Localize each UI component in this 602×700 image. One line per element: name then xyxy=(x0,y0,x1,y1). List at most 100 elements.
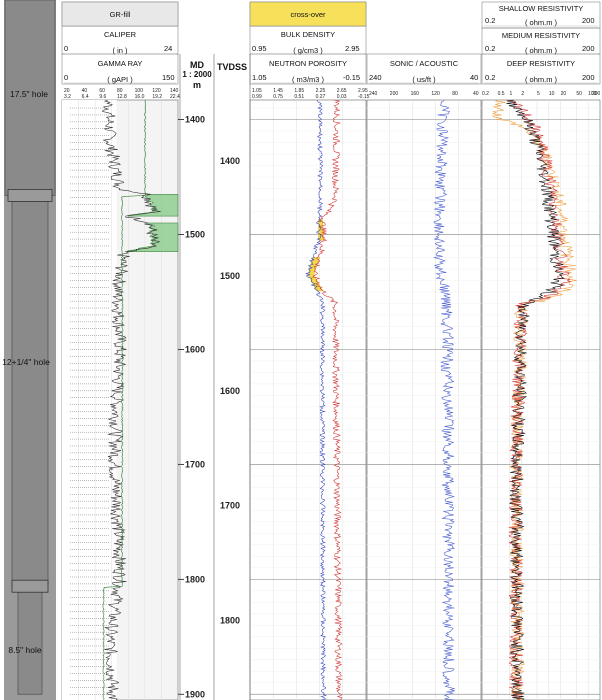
hole-section-1 xyxy=(11,195,49,587)
medium-resistivity-unit: ( ohm.m ) xyxy=(524,46,558,55)
md-tick-label: 1600 xyxy=(185,344,205,354)
md-title: MD xyxy=(190,60,204,70)
neutron-scale-label: 0.75 xyxy=(273,94,283,100)
deep-resistivity-max: 200 xyxy=(582,73,595,82)
shallow-resistivity-unit: ( ohm.m ) xyxy=(524,18,558,27)
gamma-scale-label: 60 xyxy=(99,88,105,94)
resistivity-scale-label: 100 xyxy=(588,91,597,97)
crossover-zone xyxy=(307,257,323,291)
track-resistivity-bg xyxy=(481,99,601,700)
md-tick-label: 1500 xyxy=(185,229,205,239)
resistivity-scale-label: 10 xyxy=(549,91,555,97)
curve-deep-resistivity xyxy=(506,99,565,700)
gamma-ray-max: 150 xyxy=(162,73,175,82)
md-tick-label: 1800 xyxy=(185,574,205,584)
hole-section-2 xyxy=(17,585,43,695)
gamma-scale-label: 140 xyxy=(170,88,179,94)
sonic-scale-label: 200 xyxy=(390,91,399,97)
sonic-title: SONIC / ACOUSTIC xyxy=(389,59,459,68)
gr-fill-label: GR-fill xyxy=(109,10,131,19)
density-scale-label: 2.95 xyxy=(358,88,368,94)
resistivity-scale-label: 1 xyxy=(509,91,512,97)
resistivity-scale-label: 20 xyxy=(561,91,567,97)
sonic-scale-label: 240 xyxy=(369,91,378,97)
neutron-scale-label: 0.51 xyxy=(294,94,304,100)
caliper-max: 24 xyxy=(164,44,173,53)
casing-shoe xyxy=(7,189,53,202)
medium-resistivity-title: MEDIUM RESISTIVITY xyxy=(501,31,581,40)
gamma-ray-min: 0 xyxy=(64,73,69,82)
bulk-density-title: BULK DENSITY xyxy=(280,30,336,39)
hole-section-0 xyxy=(4,0,56,196)
neutron-porosity-max: -0.15 xyxy=(343,73,361,82)
neutron-scale-label: 0.03 xyxy=(337,94,347,100)
crossover-header xyxy=(249,1,367,27)
medium-resistivity-max: 200 xyxy=(582,44,595,53)
resistivity-scale-label: 50 xyxy=(576,91,582,97)
sonic-min: 240 xyxy=(369,73,382,82)
neutron-porosity-min: 1.05 xyxy=(252,73,267,82)
curve-shallow-resistivity xyxy=(491,99,577,700)
bulk-density-min: 0.95 xyxy=(252,44,267,53)
neutron-porosity-unit: ( m3/m3 ) xyxy=(291,75,325,84)
crossover-label: cross-over xyxy=(290,10,326,19)
bulk-density-max: 2.95 xyxy=(345,44,360,53)
caliper-scale-label: 22.4 xyxy=(170,94,180,100)
hole-label-12-25: 12+1/4" hole xyxy=(2,357,50,367)
deep-resistivity-title: DEEP RESISTIVITY xyxy=(506,59,576,68)
md-ratio: 1 : 2000 xyxy=(182,70,212,79)
curve-bulk-density xyxy=(312,99,343,700)
caliper-title: CALIPER xyxy=(103,30,137,39)
density-scale-label: 1.05 xyxy=(252,88,262,94)
hole-label-8-5: 8.5" hole xyxy=(8,645,42,655)
neutron-porosity-title: NEUTRON POROSITY xyxy=(269,59,347,68)
resistivity-scale-label: 200 xyxy=(592,91,601,97)
caliper-scale-label: 6.4 xyxy=(82,94,89,100)
sonic-max: 40 xyxy=(470,73,479,82)
caliper-unit: ( in ) xyxy=(112,46,128,55)
gamma-ray-unit: ( gAPI ) xyxy=(107,75,133,84)
density-scale-label: 1.85 xyxy=(294,88,304,94)
tvdss-title: TVDSS xyxy=(216,62,247,72)
gr-fill-header xyxy=(61,1,179,27)
track-gamma-left-bg xyxy=(62,100,117,700)
caliper-scale-label: 16.0 xyxy=(135,94,145,100)
caliper-scale-label: 9.6 xyxy=(99,94,106,100)
gamma-scale-label: 80 xyxy=(117,88,123,94)
bulk-density-unit: ( g/cm3 ) xyxy=(293,46,323,55)
tvdss-tick-label: 1600 xyxy=(220,386,240,396)
resistivity-scale-label: 0.5 xyxy=(498,91,505,97)
tvdss-tick-label: 1400 xyxy=(220,156,240,166)
neutron-scale-label: 0.99 xyxy=(252,94,262,100)
caliper-scale-label: 12.8 xyxy=(117,94,127,100)
caliper-scale-label: 19.2 xyxy=(152,94,162,100)
resistivity-scale-label: 2 xyxy=(521,91,524,97)
density-scale-label: 2.65 xyxy=(337,88,347,94)
deep-resistivity-unit: ( ohm.m ) xyxy=(524,75,558,84)
track-sonic-bg xyxy=(366,99,482,700)
gamma-scale-label: 120 xyxy=(152,88,161,94)
sonic-scale-label: 160 xyxy=(411,91,420,97)
gr-fill-zone xyxy=(126,222,179,252)
hole-label-17-5: 17.5" hole xyxy=(10,89,48,99)
neutron-scale-label: 0.27 xyxy=(316,94,326,100)
casing-shoe xyxy=(11,579,49,593)
resistivity-scale-label: 0.2 xyxy=(482,91,489,97)
sonic-scale-label: 80 xyxy=(452,91,458,97)
sonic-scale-label: 120 xyxy=(431,91,440,97)
shallow-resistivity-min: 0.2 xyxy=(485,16,496,25)
neutron-scale-label: -0.15 xyxy=(358,94,370,100)
md-tick-label: 1400 xyxy=(185,115,205,125)
deep-resistivity-min: 0.2 xyxy=(485,73,496,82)
shallow-resistivity-title: SHALLOW RESISTIVITY xyxy=(498,4,584,13)
gamma-ray-title: GAMMA RAY xyxy=(97,59,143,68)
md-tick-label: 1700 xyxy=(185,459,205,469)
shallow-resistivity-max: 200 xyxy=(582,16,595,25)
caliper-scale-label: 3.2 xyxy=(64,94,71,100)
tvdss-tick-label: 1700 xyxy=(220,501,240,511)
density-scale-label: 2.25 xyxy=(316,88,326,94)
gamma-scale-label: 100 xyxy=(135,88,144,94)
md-unit: m xyxy=(192,80,201,90)
